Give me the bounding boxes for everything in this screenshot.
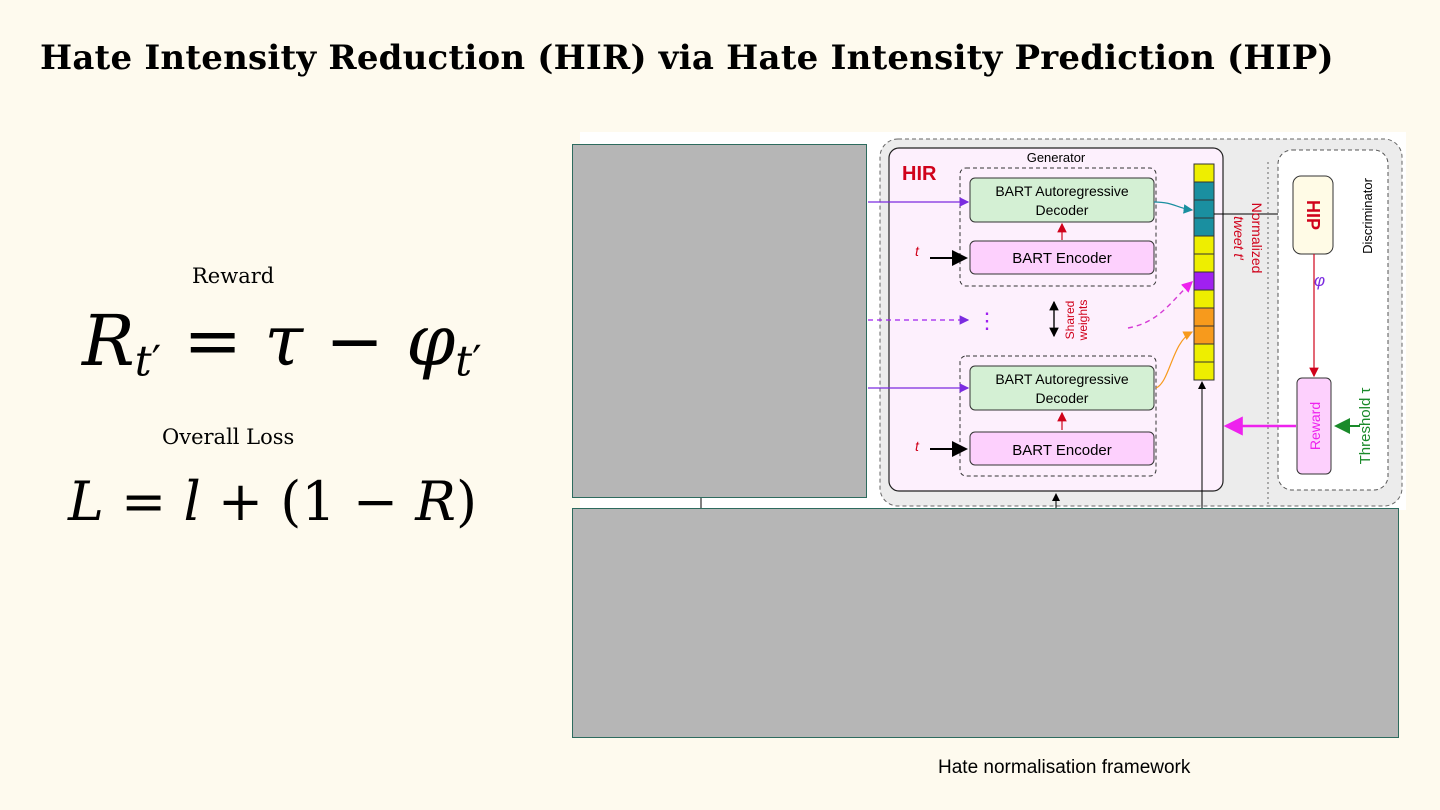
reward-box (1296, 377, 1332, 475)
top-decoder-label-1: BART Autoregressive (995, 183, 1129, 199)
bottom-decoder-label-2: Decoder (1036, 390, 1089, 406)
top-decoder-label-2: Decoder (1036, 202, 1089, 218)
bottom-input-t: t (915, 438, 920, 454)
bottom-bart-group (959, 355, 1157, 477)
framework-figure: Generator HIR BART Autoregressive Decode… (580, 132, 1406, 510)
bottom-decoder-box (969, 365, 1155, 411)
normalized-label-1: Normalized (1249, 203, 1265, 274)
normalized-label-2: tweet t′ (1231, 216, 1247, 261)
reward-box-label: Reward (1307, 402, 1323, 450)
bottom-decoder-label-1: BART Autoregressive (995, 371, 1129, 387)
redacted-block-left (572, 144, 867, 498)
figure-caption: Hate normalisation framework (938, 757, 1191, 778)
top-encoder-label: BART Encoder (1012, 250, 1112, 267)
hip-label: HIP (1303, 200, 1323, 230)
ellipsis-marker: ⋮ (976, 308, 998, 333)
slide-title: Hate Intensity Reduction (HIR) via Hate … (40, 38, 1334, 78)
reward-equation: Rt′ = τ − φt′ (82, 300, 482, 386)
discriminator-label: Discriminator (1360, 177, 1375, 254)
shared-weights-label-2: weights (1076, 300, 1090, 342)
bottom-encoder-box (969, 431, 1155, 466)
threshold-label: Threshold τ (1357, 388, 1374, 465)
phi-symbol: φ (1314, 271, 1325, 290)
token-column (1193, 163, 1215, 381)
generator-label: Generator (1027, 150, 1086, 165)
reward-label: Reward (192, 264, 275, 288)
redacted-block-bottom (572, 508, 1399, 738)
hip-box (1292, 175, 1334, 255)
loss-equation: L = l + (1 − R) (68, 470, 478, 533)
bottom-encoder-label: BART Encoder (1012, 442, 1112, 459)
top-input-t: t (915, 243, 920, 259)
top-bart-group (959, 167, 1157, 287)
top-encoder-box (969, 240, 1155, 275)
shared-weights-label-1: Shared (1063, 301, 1077, 340)
hir-label: HIR (902, 163, 937, 185)
overall-loss-label: Overall Loss (162, 425, 295, 449)
top-decoder-box (969, 177, 1155, 223)
